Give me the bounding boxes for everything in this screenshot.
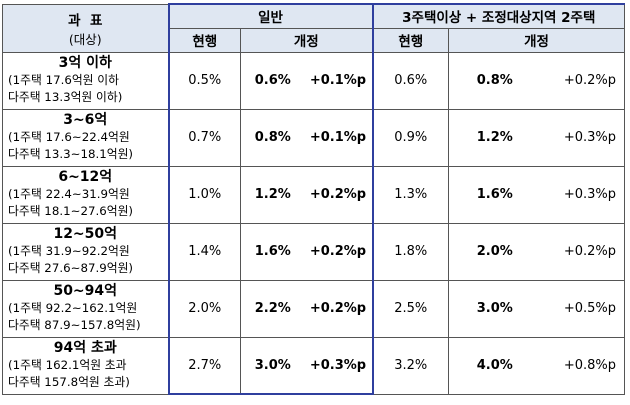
general-rate-change: +0.3%p — [304, 336, 374, 395]
bracket-label-cell: 94억 초과 (1주택 162.1억원 초과 다주택 157.8억원 초과) — [2, 336, 169, 395]
general-revised-rate: 0.6% — [240, 51, 305, 110]
multi-rate-change: +0.3%p — [540, 108, 625, 167]
bracket-label-cell: 3~6억 (1주택 17.6~22.4억원 다주택 13.3~18.1억원) — [2, 108, 169, 167]
header-general: 일반 — [167, 3, 374, 29]
header-multi-home: 3주택이상 + 조정대상지역 2주택 — [372, 3, 625, 29]
multi-current-rate: 3.2% — [372, 336, 449, 395]
tax-rate-table-container: 과 표 (대상) 일반 3주택이상 + 조정대상지역 2주택 현행 개정 현행 … — [2, 3, 625, 395]
header-multi-current: 현행 — [372, 27, 449, 53]
general-revised-rate: 1.2% — [240, 165, 305, 224]
general-rate-change: +0.2%p — [304, 165, 374, 224]
bracket-label-cell: 6~12억 (1주택 22.4~31.9억원 다주택 18.1~27.6억원) — [2, 165, 169, 224]
table-row: 12~50억 (1주택 31.9~92.2억원 다주택 27.6~87.9억원)… — [2, 222, 625, 281]
general-rate-change: +0.1%p — [304, 108, 374, 167]
header-category-title: 과 표 — [68, 12, 103, 29]
bracket-title: 6~12억 — [58, 169, 113, 185]
general-current-rate: 0.5% — [167, 51, 241, 110]
bracket-multi-home-range: 다주택 157.8억원 초과) — [8, 375, 130, 389]
general-current-rate: 2.7% — [167, 336, 241, 395]
header-category: 과 표 (대상) — [2, 3, 169, 53]
bracket-title: 94억 초과 — [53, 340, 117, 356]
multi-rate-change: +0.8%p — [540, 336, 625, 395]
multi-revised-rate: 2.0% — [448, 222, 541, 281]
multi-rate-change: +0.2%p — [540, 51, 625, 110]
multi-current-rate: 0.9% — [372, 108, 449, 167]
bracket-multi-home-range: 다주택 87.9~157.8억원) — [8, 318, 141, 332]
multi-current-rate: 1.8% — [372, 222, 449, 281]
bracket-single-home-range: (1주택 22.4~31.9억원 — [8, 187, 130, 201]
general-revised-rate: 2.2% — [240, 279, 305, 338]
table-row: 94억 초과 (1주택 162.1억원 초과 다주택 157.8억원 초과) 2… — [2, 336, 625, 395]
general-current-rate: 2.0% — [167, 279, 241, 338]
bracket-single-home-range: (1주택 92.2~162.1억원 — [8, 301, 138, 315]
general-current-rate: 1.0% — [167, 165, 241, 224]
bracket-title: 3억 이하 — [58, 55, 112, 71]
bracket-multi-home-range: 다주택 18.1~27.6억원) — [8, 204, 134, 218]
bracket-multi-home-range: 다주택 27.6~87.9억원) — [8, 261, 134, 275]
bracket-label-cell: 50~94억 (1주택 92.2~162.1억원 다주택 87.9~157.8억… — [2, 279, 169, 338]
bracket-multi-home-range: 다주택 13.3~18.1억원) — [8, 147, 134, 161]
bracket-multi-home-range: 다주택 13.3억원 이하) — [8, 90, 123, 104]
bracket-single-home-range: (1주택 162.1억원 초과 — [8, 358, 127, 372]
multi-revised-rate: 1.6% — [448, 165, 541, 224]
tax-rate-table: 과 표 (대상) 일반 3주택이상 + 조정대상지역 2주택 현행 개정 현행 … — [2, 3, 625, 395]
header-category-sub: (대상) — [68, 31, 102, 47]
multi-revised-rate: 0.8% — [448, 51, 541, 110]
bracket-single-home-range: (1주택 17.6~22.4억원 — [8, 130, 130, 144]
bracket-single-home-range: (1주택 17.6억원 이하 — [8, 73, 119, 87]
general-rate-change: +0.2%p — [304, 279, 374, 338]
multi-revised-rate: 3.0% — [448, 279, 541, 338]
table-row: 6~12억 (1주택 22.4~31.9억원 다주택 18.1~27.6억원) … — [2, 165, 625, 224]
multi-revised-rate: 4.0% — [448, 336, 541, 395]
general-current-rate: 1.4% — [167, 222, 241, 281]
multi-current-rate: 2.5% — [372, 279, 449, 338]
bracket-label-cell: 12~50억 (1주택 31.9~92.2억원 다주택 27.6~87.9억원) — [2, 222, 169, 281]
bracket-title: 12~50억 — [53, 226, 118, 242]
header-multi-revised: 개정 — [448, 27, 625, 53]
general-current-rate: 0.7% — [167, 108, 241, 167]
general-revised-rate: 3.0% — [240, 336, 305, 395]
bracket-single-home-range: (1주택 31.9~92.2억원 — [8, 244, 130, 258]
general-revised-rate: 1.6% — [240, 222, 305, 281]
table-row: 3억 이하 (1주택 17.6억원 이하 다주택 13.3억원 이하) 0.5%… — [2, 51, 625, 110]
general-revised-rate: 0.8% — [240, 108, 305, 167]
table-row: 50~94억 (1주택 92.2~162.1억원 다주택 87.9~157.8억… — [2, 279, 625, 338]
multi-revised-rate: 1.2% — [448, 108, 541, 167]
bracket-label-cell: 3억 이하 (1주택 17.6억원 이하 다주택 13.3억원 이하) — [2, 51, 169, 110]
multi-rate-change: +0.2%p — [540, 222, 625, 281]
multi-rate-change: +0.3%p — [540, 165, 625, 224]
bracket-title: 3~6억 — [63, 112, 108, 128]
table-row: 3~6억 (1주택 17.6~22.4억원 다주택 13.3~18.1억원) 0… — [2, 108, 625, 167]
multi-rate-change: +0.5%p — [540, 279, 625, 338]
bracket-title: 50~94억 — [53, 283, 118, 299]
multi-current-rate: 1.3% — [372, 165, 449, 224]
general-rate-change: +0.1%p — [304, 51, 374, 110]
general-rate-change: +0.2%p — [304, 222, 374, 281]
header-general-current: 현행 — [167, 27, 241, 53]
multi-current-rate: 0.6% — [372, 51, 449, 110]
header-general-revised: 개정 — [240, 27, 374, 53]
